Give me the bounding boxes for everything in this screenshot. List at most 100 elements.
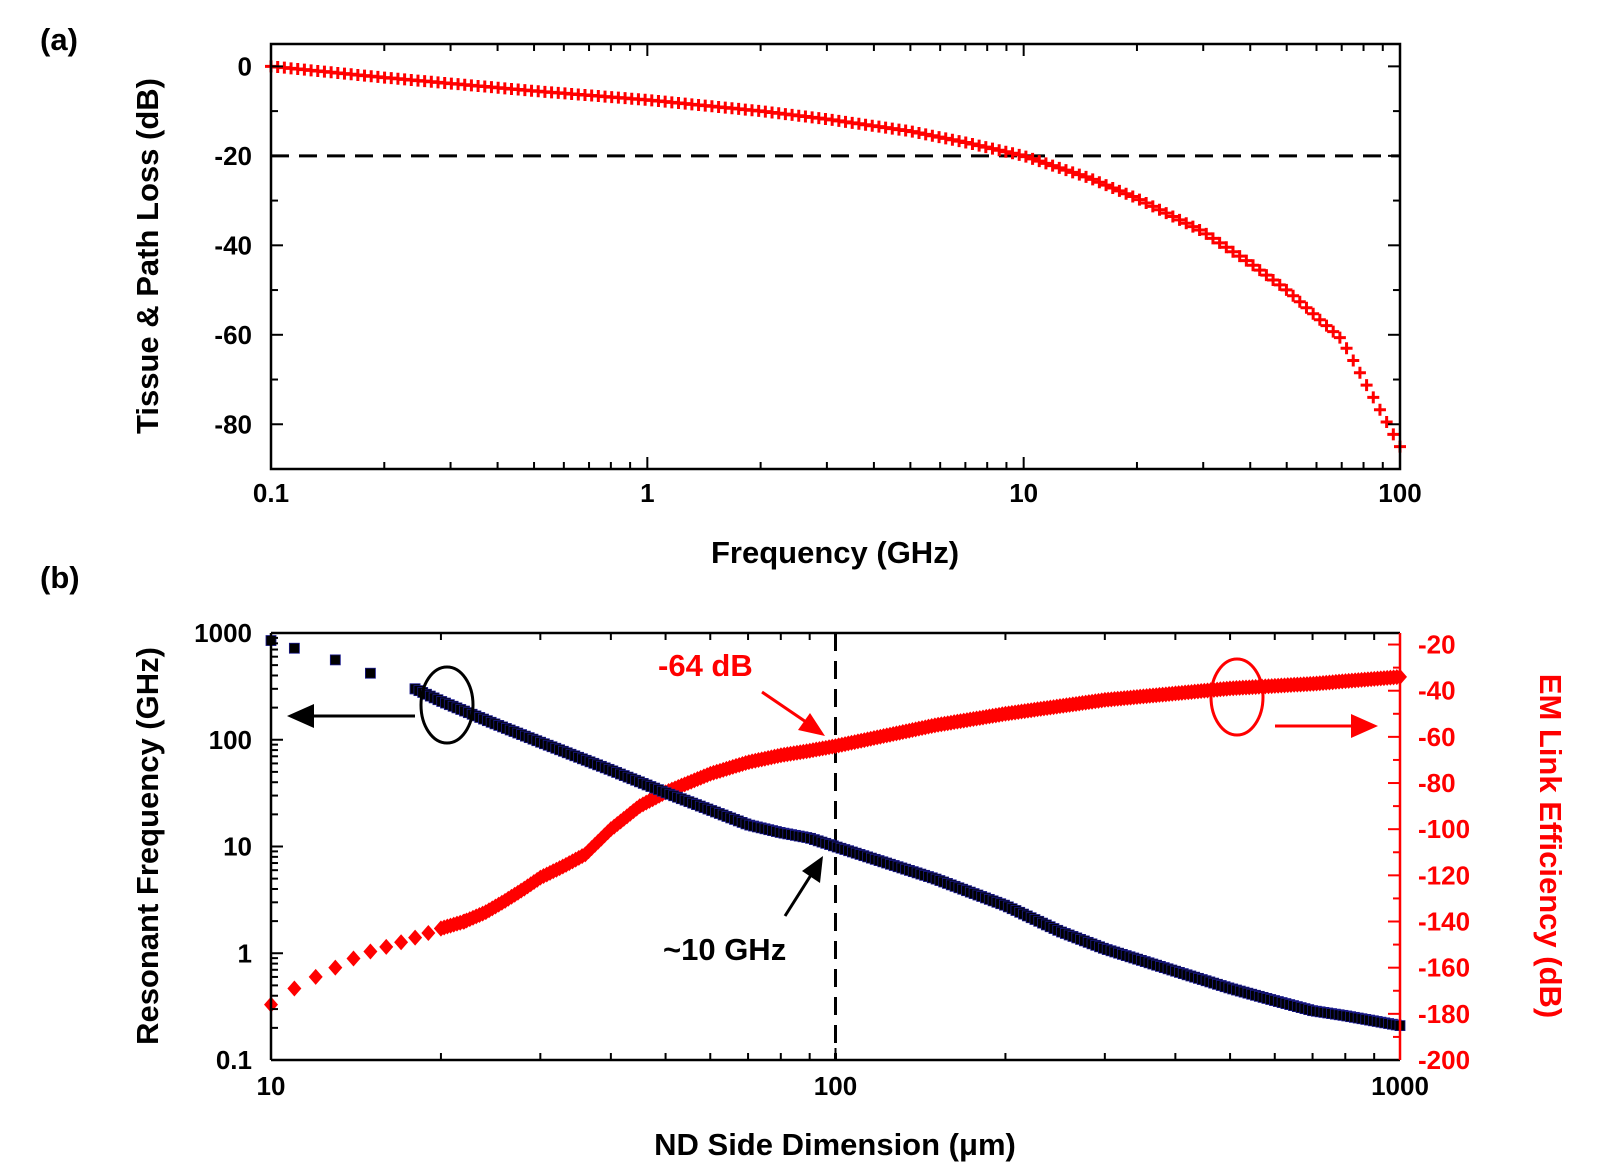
panel-a-x-axis-label: Frequency (GHz) [711,535,959,570]
panel-a-data-point [1026,152,1039,165]
panel-a-data-point [1347,354,1360,367]
panel-a-data-point [1313,313,1326,326]
panel-b-x-axis-label: ND Side Dimension (μm) [654,1127,1016,1162]
panel-a-y-tick-label: -40 [214,230,252,260]
panel-a-data-point [1200,227,1213,240]
panel-a-data-point [1247,259,1260,272]
panel-b-right-y-tick-label: -180 [1418,999,1470,1029]
panel-b-x-tick-label: 100 [814,1071,857,1101]
panel-a-data-point [1073,168,1086,181]
panel-a-data-point [1013,148,1026,161]
panel-a-data-point [993,144,1006,157]
panel-a-data-point [1126,190,1139,203]
panel-b-label: (b) [40,560,80,595]
panel-a-data-point [1146,200,1159,213]
panel-b-left-y-tick-label: 0.1 [216,1045,252,1075]
panel-a-x-tick-label: 10 [1009,478,1038,508]
panel-a-data-point [1213,236,1226,249]
panel-b-right-y-tick-label: -60 [1418,722,1456,752]
panel-a-data-point [1320,319,1333,332]
annotation-64db-arrow-shaft [761,690,810,726]
panel-a-data-point [1006,147,1019,160]
panel-a-data-point [973,139,986,152]
panel-b-right-y-tick-label: -120 [1418,860,1470,890]
panel-a-data-point [1220,241,1233,254]
panel-b-efficiency-point [394,934,409,951]
panel-a-data-point [999,145,1012,158]
panel-a-x-tick-label: 1 [640,478,654,508]
panel-a-data-point [1373,403,1386,416]
panel-a-data-point [1059,164,1072,177]
panel-a-data-point [1287,289,1300,302]
panel-a-data-point [986,142,999,155]
panel-b-left-y-tick-label: 1 [238,938,252,968]
panel-a-data-point [1180,217,1193,230]
panel-a-x-tick-label: 0.1 [253,478,289,508]
annotation-10ghz-arrow-shaft [783,874,813,917]
panel-b-left-y-tick-label: 100 [209,725,252,755]
panel-b-right-y-tick-label: -200 [1418,1045,1470,1075]
panel-a-y-tick-label: -80 [214,409,252,439]
panel-b-right-y-tick-label: -80 [1418,768,1456,798]
panel-a-label: (a) [40,22,78,57]
panel-a-data-point [1173,213,1186,226]
panel-a-data-point [1233,250,1246,263]
annotation-10ghz-arrow-head [802,856,823,883]
panel-b-frequency-point [365,667,376,679]
panel-b-frequency-point [288,642,300,654]
panel-a-y-axis-label: Tissue & Path Loss (dB) [130,78,165,434]
panel-a-data-point [1120,187,1133,200]
panel-a-data-point [1360,379,1373,392]
panel-a-data-point [1273,278,1286,291]
panel-a-data-point [1080,170,1093,183]
panel-a-data-point [1100,179,1113,192]
panel-a-y-tick-label: -20 [214,141,252,171]
panel-a-data-point [1280,283,1293,296]
panel-a-data-point [1380,416,1393,429]
annotation-10ghz-label: ~10 GHz [663,932,786,967]
left-axis-indicator-arrow-head [287,704,314,728]
annotation-64db-label: -64 dB [658,648,753,683]
panel-b-right-y-tick-label: -40 [1418,676,1456,706]
annotation-64db-arrow-head [798,713,825,736]
right-axis-indicator-ellipse [1209,657,1265,737]
panel-b-efficiency-point [287,980,302,997]
panel-a: (a) 0.1 1 10 100 0 -20 -40 -60 -80 Frequency (G… [40,22,1422,570]
panel-a-data-point [1093,176,1106,189]
panel-b-efficiency-point [408,929,423,946]
panel-a-data-point [1153,203,1166,216]
panel-b-x-tick-label: 1000 [1371,1071,1429,1101]
panel-a-data-point [1193,224,1206,237]
panel-a-data-point [1327,325,1340,338]
panel-a-data-point [1019,150,1032,163]
panel-a-data-point [1133,193,1146,206]
panel-a-data-point [966,138,979,151]
panel-b: (b) 10 100 1000 0.1 1 10 100 1000 -20 -40 -60 -80… [40,560,1568,1162]
panel-b-right-y-tick-label: -100 [1418,814,1470,844]
panel-a-data-point [1293,295,1306,308]
panel-a-data-point [1240,254,1253,267]
left-axis-indicator-ellipse [419,665,475,745]
panel-b-right-y-tick-label: -20 [1418,630,1456,660]
panel-b-right-y-axis-label: EM Link Efficiency (dB) [1533,674,1568,1018]
panel-b-efficiency-point [421,925,436,942]
panel-a-data-point [1053,161,1066,174]
panel-a-data-point [1046,159,1059,172]
panel-a-plot-frame [269,42,1402,471]
panel-a-y-tick-label: -60 [214,320,252,350]
panel-a-data-point [1340,342,1353,355]
panel-b-efficiency-point [346,950,361,967]
panel-a-data-point [1186,220,1199,233]
panel-a-data-point [1160,207,1173,220]
panel-a-data-point [1300,301,1313,314]
panel-a-data-point [1353,366,1366,379]
panel-a-data-point [1039,157,1052,170]
panel-a-data-point [1260,269,1273,282]
panel-a-data-point [1106,181,1119,194]
panel-b-left-y-tick-label: 10 [223,832,252,862]
panel-b-right-y-tick-label: -160 [1418,953,1470,983]
panel-a-data-point [1140,196,1153,209]
panel-b-efficiency-point [308,968,323,985]
panel-a-data-point [1307,307,1320,320]
